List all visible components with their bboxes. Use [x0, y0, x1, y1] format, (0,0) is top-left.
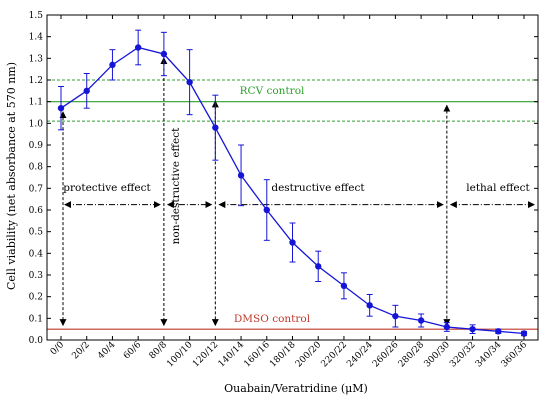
data-point [212, 124, 219, 131]
y-tick-label: 1.5 [29, 11, 44, 21]
data-point [186, 78, 193, 86]
x-tick-label: 40/4 [96, 340, 118, 362]
data-point [83, 87, 90, 95]
data-point [109, 61, 116, 69]
data-series [57, 29, 528, 337]
x-tick-label: 80/8 [148, 340, 170, 362]
protective-effect-label: protective effect [63, 182, 151, 194]
x-tick-label: 160/16 [242, 340, 272, 370]
data-point [57, 104, 65, 112]
data-point [134, 44, 142, 51]
y-tick-label: 1.1 [29, 98, 43, 108]
data-point [417, 317, 425, 324]
y-tick-label: 0.3 [29, 271, 44, 281]
x-tick-label: 360/36 [500, 340, 530, 370]
y-tick-label: 0.0 [29, 336, 44, 346]
region-arrows [59, 57, 535, 327]
y-tick-label: 1.3 [29, 54, 44, 64]
data-point [340, 282, 348, 290]
y-tick-label: 0.9 [29, 141, 44, 151]
x-tick-label: 180/18 [268, 340, 298, 370]
x-tick-label: 140/14 [217, 340, 247, 370]
x-tick-label: 200/20 [294, 340, 324, 370]
data-point [520, 330, 528, 337]
y-tick-label: 1.4 [29, 33, 44, 43]
data-point [392, 312, 399, 320]
dmso-control-label: DMSO control [234, 313, 311, 325]
x-axis-title: Ouabain/Veratridine (μM) [224, 382, 368, 395]
x-tick-label: 320/32 [448, 340, 477, 369]
y-tick-label: 0.4 [29, 249, 44, 259]
plot-frame [46, 14, 539, 341]
non-destructive-effect-label: non-destructive effect [170, 127, 182, 244]
x-tick-label: 300/30 [422, 340, 452, 370]
data-point [315, 263, 322, 270]
data-point [495, 328, 502, 335]
x-tick-label: 100/10 [165, 340, 195, 370]
y-axis-title: Cell viability (net absorbance at 570 nm… [5, 62, 18, 290]
y-tick-label: 0.5 [29, 228, 44, 238]
y-tick-label: 1.0 [29, 119, 44, 129]
data-point [469, 325, 476, 333]
x-tick-label: 220/22 [320, 340, 349, 369]
y-tick-label: 0.7 [29, 184, 44, 194]
y-tick-label: 0.8 [29, 163, 44, 173]
x-tick-label: 20/2 [70, 340, 91, 361]
reference-lines [47, 79, 538, 330]
rcv-control-label: RCV control [240, 85, 305, 97]
data-point [160, 50, 168, 58]
x-tick-label: 120/12 [191, 340, 220, 369]
data-point [366, 302, 373, 309]
data-point [289, 239, 296, 246]
x-tick-label: 0/0 [49, 340, 67, 358]
lethal-effect-label: lethal effect [466, 182, 530, 194]
data-point [443, 323, 451, 331]
x-tick-label: 260/26 [371, 340, 401, 370]
x-tick-label: 60/6 [122, 340, 144, 362]
data-point [263, 206, 270, 214]
y-tick-label: 0.6 [29, 206, 44, 216]
y-tick-label: 0.1 [29, 314, 43, 324]
data-point [237, 172, 245, 179]
y-tick-label: 0.2 [29, 293, 43, 303]
destructive-effect-label: destructive effect [271, 182, 365, 194]
x-tick-label: 240/24 [345, 340, 375, 370]
x-tick-label: 280/28 [397, 340, 427, 370]
y-tick-label: 1.2 [29, 76, 43, 86]
x-tick-label: 340/34 [474, 340, 504, 370]
